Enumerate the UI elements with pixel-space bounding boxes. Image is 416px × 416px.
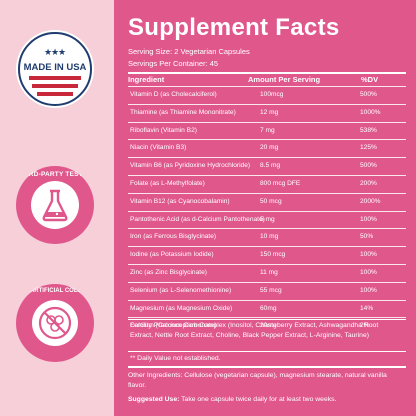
table-row: Calcium (Calcium Carbonate) 20mg 2% bbox=[128, 317, 406, 335]
proprietary-blend: Fertility Preconception Complex (Inosito… bbox=[130, 322, 379, 339]
flask-icon bbox=[16, 166, 94, 244]
ingredient-name: Selenium (as L-Selenomethionine) bbox=[130, 286, 232, 294]
ingredient-amount: 150 mcg bbox=[260, 251, 286, 259]
table-row: Thiamine (as Thiamine Mononitrate) 12 mg 1… bbox=[128, 103, 406, 122]
ingredient-dv: 100% bbox=[360, 251, 377, 259]
table-row: Vitamin B12 (as Cyanocobalamin) 50 mcg 200… bbox=[128, 192, 406, 211]
table-row: Folate (as L-Methylfolate) 800 mcg DFE 200… bbox=[128, 174, 406, 193]
ingredient-amount: 7 mg bbox=[260, 126, 275, 134]
ingredient-dv: 100% bbox=[360, 268, 377, 276]
ingredient-amount: 800 mcg DFE bbox=[260, 179, 301, 187]
dv-note-divider bbox=[128, 351, 406, 352]
ingredient-amount: 11 mg bbox=[260, 268, 278, 276]
made-in-usa-text: MADE IN USA bbox=[23, 62, 87, 73]
made-in-usa-badge: ★ ★ ★ MADE IN USA bbox=[15, 29, 95, 109]
supplement-facts-title: Supplement Facts bbox=[128, 14, 340, 41]
other-ingredients: Other Ingredients: Cellulose (vegetarian… bbox=[128, 372, 387, 389]
suggested-use-label: Suggested Use: bbox=[128, 396, 180, 403]
ingredient-name: Pantothenic Acid (as d-Calcium Pantothen… bbox=[130, 215, 265, 223]
ingredient-name: Niacin (Vitamin B3) bbox=[130, 144, 187, 152]
ingredient-dv: 125% bbox=[360, 144, 377, 152]
suggested-use: Suggested Use: Take one capsule twice da… bbox=[128, 395, 406, 405]
svg-text:★: ★ bbox=[58, 48, 66, 58]
ingredient-name: Calcium (Calcium Carbonate) bbox=[130, 322, 217, 330]
ingredient-name: Folate (as L-Methylfolate) bbox=[130, 179, 205, 187]
ingredient-amount: 12 mg bbox=[260, 108, 279, 116]
ingredient-dv: 538% bbox=[360, 126, 377, 134]
table-row: Iodine (as Potassium Iodide) 150 mcg 100% bbox=[128, 246, 406, 264]
no-artificial-colors-text: NO ARTIFICIAL COLORS bbox=[19, 288, 91, 294]
ingredient-amount: 10 mg bbox=[260, 233, 279, 241]
ingredient-name: Iodine (as Potassium Iodide) bbox=[130, 251, 214, 259]
serving-size: Serving Size: 2 Vegetarian Capsules bbox=[128, 47, 250, 56]
ingredient-dv: 100% bbox=[360, 215, 377, 223]
ingredient-dv: 2% bbox=[360, 322, 370, 330]
ingredient-name: Vitamin D (as Cholecalciferol) bbox=[130, 91, 217, 98]
servings-per-container: Servings Per Container: 45 bbox=[128, 59, 219, 68]
ingredient-dv: 500% bbox=[360, 91, 377, 98]
ingredient-dv: 2000% bbox=[360, 197, 381, 205]
svg-text:★: ★ bbox=[51, 48, 59, 58]
ingredient-name: Thiamine (as Thiamine Mononitrate) bbox=[130, 108, 236, 116]
no-colors-icon bbox=[16, 284, 94, 362]
amount-column-header: Amount Per Serving bbox=[248, 75, 321, 84]
table-row: Vitamin B6 (as Pyridoxine Hydrochloride)… bbox=[128, 157, 406, 175]
table-row: Zinc (as Zinc Bisglycinate) 11 mg 100% bbox=[128, 263, 406, 282]
ingredient-amount: 55 mcg bbox=[260, 286, 282, 294]
supplement-facts-panel: Supplement Facts Serving Size: 2 Vegetar… bbox=[114, 0, 416, 416]
ingredient-amount: 50 mcg bbox=[260, 197, 282, 205]
ingredient-amount: 5 mg bbox=[260, 215, 275, 223]
footer-divider bbox=[128, 366, 406, 368]
ingredient-amount: 60mg bbox=[260, 304, 277, 312]
ingredient-dv: 500% bbox=[360, 162, 377, 170]
ingredient-dv: 200% bbox=[360, 179, 377, 187]
table-row: Riboflavin (Vitamin B2) 7 mg 538% bbox=[128, 121, 406, 140]
ingredient-dv: 1000% bbox=[360, 108, 381, 116]
ingredient-name: Vitamin B6 (as Pyridoxine Hydrochloride) bbox=[130, 162, 251, 170]
third-party-tested-text: THIRD-PARTY TESTED bbox=[17, 171, 93, 178]
ingredient-dv: 50% bbox=[360, 233, 374, 241]
ingredient-name: Riboflavin (Vitamin B2) bbox=[130, 126, 197, 134]
suggested-use-text: Take one capsule twice daily for at leas… bbox=[179, 396, 337, 403]
facts-table: Vitamin D (as Cholecalciferol) 100mcg 500%… bbox=[128, 86, 406, 335]
ingredient-column-header: Ingredient bbox=[128, 75, 165, 84]
no-artificial-colors-badge: NO ARTIFICIAL COLORS bbox=[15, 283, 95, 363]
table-row: Vitamin D (as Cholecalciferol) 100mcg 500% bbox=[128, 86, 406, 104]
ingredient-dv: 14% bbox=[360, 304, 374, 312]
ingredient-dv: 100% bbox=[360, 286, 377, 294]
dv-column-header: %DV bbox=[361, 75, 379, 84]
ingredient-amount: 20mg bbox=[260, 322, 277, 330]
ingredient-name: Magnesium (as Magnesium Oxide) bbox=[130, 304, 233, 312]
daily-value-note: ** Daily Value not established. bbox=[130, 355, 221, 362]
third-party-tested-badge: THIRD-PARTY TESTED bbox=[15, 165, 95, 245]
table-row: Selenium (as L-Selenomethionine) 55 mcg 10… bbox=[128, 281, 406, 300]
star-stripes-icon: ★ ★ ★ bbox=[16, 30, 94, 108]
table-row: Pantothenic Acid (as d-Calcium Pantothen… bbox=[128, 210, 406, 229]
ingredient-name: Iron (as Ferrous Bisglycinate) bbox=[130, 233, 217, 241]
ingredient-name: Zinc (as Zinc Bisglycinate) bbox=[130, 268, 207, 276]
ingredient-amount: 20 mg bbox=[260, 144, 279, 152]
blend-divider bbox=[128, 319, 406, 320]
ingredient-amount: 8.5 mg bbox=[260, 162, 281, 170]
table-row: Iron (as Ferrous Bisglycinate) 10 mg 50% bbox=[128, 228, 406, 246]
header-divider bbox=[128, 72, 406, 74]
ingredient-name: Vitamin B12 (as Cyanocobalamin) bbox=[130, 197, 230, 205]
ingredient-amount: 100mcg bbox=[260, 91, 284, 98]
table-row: Magnesium (as Magnesium Oxide) 60mg 14% bbox=[128, 299, 406, 318]
svg-text:★: ★ bbox=[44, 48, 52, 58]
table-row: Niacin (Vitamin B3) 20 mg 125% bbox=[128, 139, 406, 157]
